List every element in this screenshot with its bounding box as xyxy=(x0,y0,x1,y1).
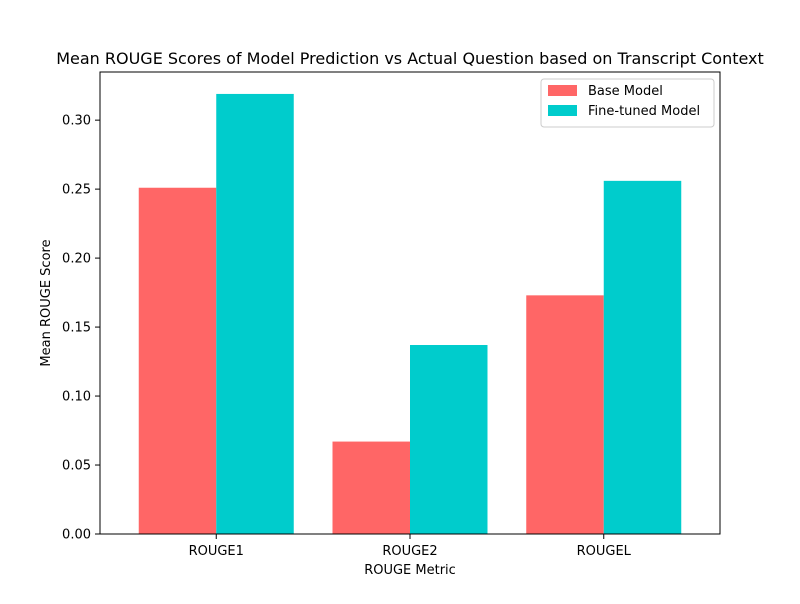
legend-swatch-fine-tuned-model xyxy=(548,105,577,116)
y-tick-label: 0.05 xyxy=(62,459,91,474)
legend-label-base-model: Base Model xyxy=(588,84,663,99)
legend-box xyxy=(540,78,715,128)
bars-layer xyxy=(138,93,682,535)
bar-fine-tuned-model-rougel xyxy=(603,180,682,535)
x-tick-label-rougel: ROUGEL xyxy=(577,544,632,559)
x-tick-label-rouge2: ROUGE2 xyxy=(382,544,437,559)
bar-base-model-rougel xyxy=(526,295,604,534)
legend: Base Model Fine-tuned Model xyxy=(540,78,715,128)
y-tick-label: 0.30 xyxy=(62,114,91,129)
y-tick-label: 0.20 xyxy=(62,252,91,267)
x-axis: ROUGE1 ROUGE2 ROUGEL xyxy=(189,534,632,559)
legend-swatch-base-model xyxy=(548,85,577,96)
y-tick-label: 0.00 xyxy=(62,528,91,543)
x-axis-label: ROUGE Metric xyxy=(364,563,456,578)
bar-fine-tuned-model-rouge1 xyxy=(216,93,294,534)
bar-fine-tuned-model-rouge2 xyxy=(410,345,488,534)
x-tick-label-rouge1: ROUGE1 xyxy=(189,544,244,559)
chart-title: Mean ROUGE Scores of Model Prediction vs… xyxy=(56,49,764,68)
legend-label-fine-tuned-model: Fine-tuned Model xyxy=(588,104,700,119)
y-tick-label: 0.25 xyxy=(62,183,91,198)
bar-base-model-rouge1 xyxy=(138,187,217,535)
y-axis: 0.00 0.05 0.10 0.15 0.20 0.25 0.30 xyxy=(62,114,100,543)
y-axis-label: Mean ROUGE Score xyxy=(39,239,54,366)
bar-base-model-rouge2 xyxy=(332,441,410,534)
y-tick-label: 0.15 xyxy=(62,321,91,336)
y-tick-label: 0.10 xyxy=(62,390,91,405)
